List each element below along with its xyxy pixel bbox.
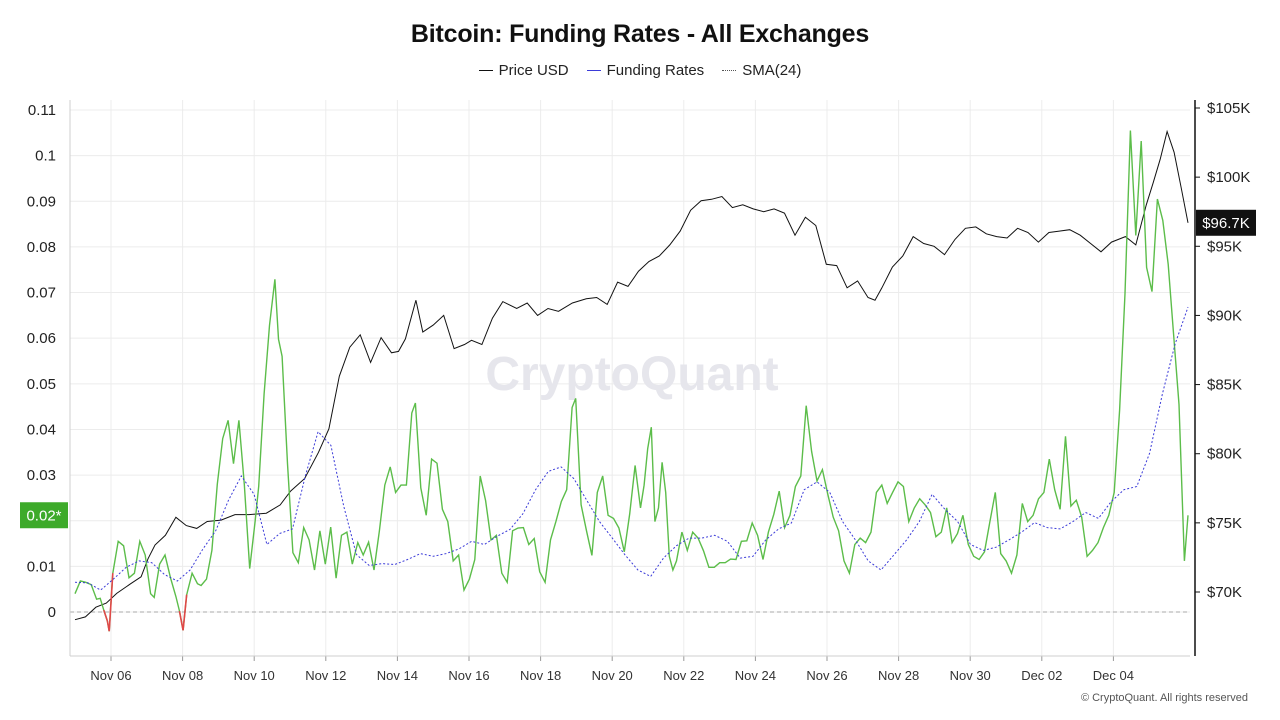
chart-legend: Price USD Funding Rates SMA(24) (0, 62, 1280, 79)
x-tick-label: Nov 20 (592, 668, 633, 683)
legend-label-funding: Funding Rates (606, 62, 705, 79)
y-right-tick-label: $70K (1207, 584, 1242, 601)
x-tick-label: Nov 30 (950, 668, 991, 683)
y-right-tick-label: $85K (1207, 377, 1242, 394)
x-tick-label: Nov 08 (162, 668, 203, 683)
current-price-label: $96.7K (1202, 215, 1250, 232)
y-right-tick-label: $75K (1207, 515, 1242, 532)
funding-rate-negative-segment (103, 609, 109, 622)
legend-swatch-funding (586, 70, 601, 71)
x-tick-label: Nov 12 (305, 668, 346, 683)
y-left-tick-label: 0.04 (27, 421, 56, 438)
x-tick-label: Nov 06 (90, 668, 131, 683)
current-funding-label: 0.02* (26, 507, 61, 524)
y-left-tick-label: 0 (48, 604, 56, 621)
y-left-tick-label: 0.05 (27, 376, 56, 393)
legend-swatch-sma (722, 70, 737, 71)
grid (70, 100, 1190, 656)
price-usd-line (74, 129, 1189, 621)
watermark: CryptoQuant (485, 348, 778, 401)
funding-rate-negative-segment (182, 594, 188, 631)
series-layer (74, 129, 1189, 632)
y-left-tick-label: 0.03 (27, 467, 56, 484)
current-value-badges: 0.02* $96.7K (20, 209, 1256, 529)
x-tick-label: Nov 16 (448, 668, 489, 683)
x-tick-label: Dec 02 (1021, 668, 1062, 683)
x-tick-label: Nov 10 (234, 668, 275, 683)
y-right-tick-label: $105K (1207, 100, 1250, 117)
axes: 0.11 0.1 0.09 0.08 0.07 0.06 0.05 0.04 0.03 0.01 0… (27, 100, 1250, 683)
y-left-tick-label: 0.07 (27, 285, 56, 302)
x-tick-label: Nov 26 (806, 668, 847, 683)
x-tick-label: Nov 22 (663, 668, 704, 683)
y-left-tick-label: 0.06 (27, 330, 56, 347)
legend-label-price: Price USD (498, 62, 569, 79)
funding-rate-line (74, 130, 1189, 632)
sma-24-line (74, 306, 1189, 591)
y-right-tick-label: $100K (1207, 169, 1250, 186)
legend-item-price[interactable]: Price USD (478, 62, 569, 79)
y-left-tick-label: 0.1 (35, 148, 56, 165)
y-left-tick-label: 0.01 (27, 558, 56, 575)
legend-item-sma[interactable]: SMA(24) (722, 62, 801, 79)
funding-rate-negative-segment (178, 610, 184, 631)
x-tick-label: Nov 24 (735, 668, 776, 683)
chart-title: Bitcoin: Funding Rates - All Exchanges (410, 20, 870, 48)
y-right-tick-label: $80K (1207, 446, 1242, 463)
copyright-notice: © CryptoQuant. All rights reserved (1080, 692, 1248, 704)
x-tick-label: Dec 04 (1093, 668, 1134, 683)
legend-label-sma: SMA(24) (742, 62, 802, 79)
current-price-badge (1196, 209, 1256, 236)
legend-item-funding[interactable]: Funding Rates (586, 62, 705, 79)
x-tick-label: Nov 28 (878, 668, 919, 683)
y-right-tick-label: $90K (1207, 307, 1242, 324)
x-tick-label: Nov 18 (520, 668, 561, 683)
y-right-tick-label: $95K (1207, 238, 1242, 255)
x-tick-label: Nov 14 (377, 668, 418, 683)
y-left-tick-label: 0.08 (27, 239, 56, 256)
current-funding-badge (20, 502, 68, 529)
y-left-tick-label: 0.11 (28, 102, 56, 119)
y-left-tick-label: 0.09 (27, 193, 56, 210)
legend-swatch-price (478, 70, 493, 71)
funding-rate-negative-segment (108, 573, 114, 632)
